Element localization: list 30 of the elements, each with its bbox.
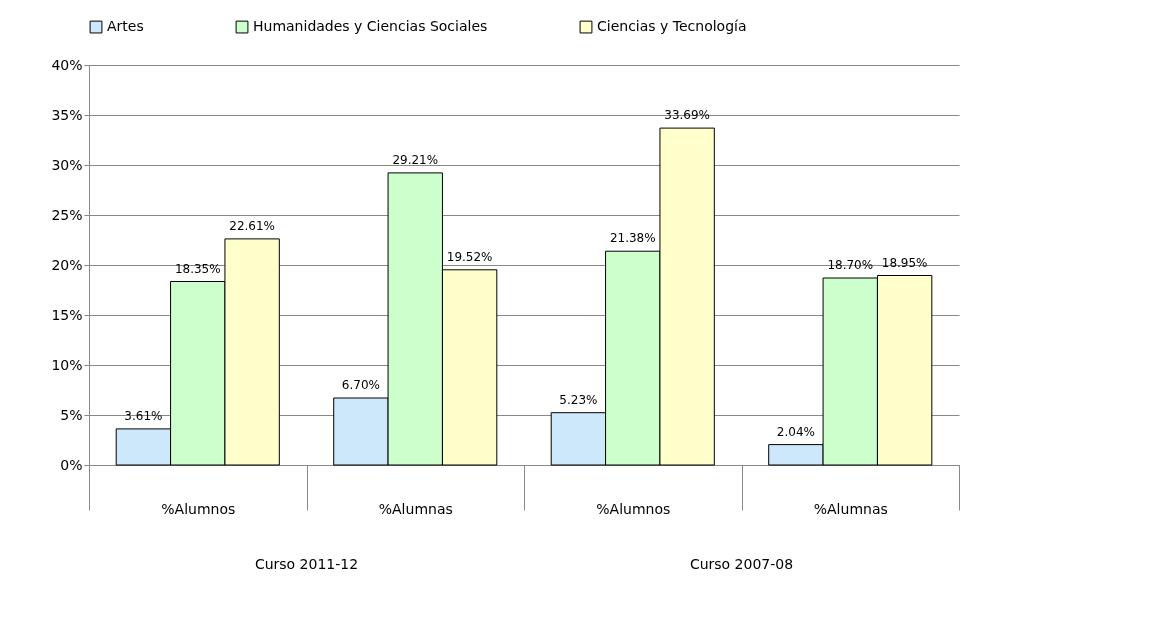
x-tick-label: %Alumnas [813,500,888,517]
y-tick-label: 10% [51,356,83,373]
data-label: 19.52% [446,249,493,264]
y-tick-label: 0% [60,456,83,473]
legend-label: Humanidades y Ciencias Sociales [253,18,488,35]
x-tick-label: %Alumnos [596,500,671,517]
data-label: 21.38% [609,231,656,246]
data-label: 29.21% [392,152,439,167]
data-label: 18.35% [174,261,221,276]
y-tick-label: 5% [60,406,83,423]
data-label: 33.69% [664,108,711,123]
y-tick-label: 35% [51,106,83,123]
y-tick-label: 40% [51,56,83,73]
y-tick-label: 25% [51,206,83,223]
text: Curso 2011-12 [254,556,359,572]
text: Curso 2007-08 [689,556,794,572]
data-label: 3.61% [124,408,163,423]
data-label: 22.61% [229,218,276,233]
data-label: 6.70% [341,378,380,392]
data-label: 2.04% [776,424,815,439]
data-label: 18.70% [827,258,874,272]
x-tick-label: %Alumnos [161,500,236,517]
data-label: 5.23% [559,392,598,407]
legend-label: Ciencias y Tecnología [597,18,747,35]
y-tick-label: 30% [51,156,83,173]
y-tick-label: 20% [51,256,83,273]
x-tick-label: %Alumnas [378,500,453,517]
y-tick-label: 15% [51,306,83,323]
legend-label: Artes [107,18,144,35]
data-label: 18.95% [881,255,928,270]
